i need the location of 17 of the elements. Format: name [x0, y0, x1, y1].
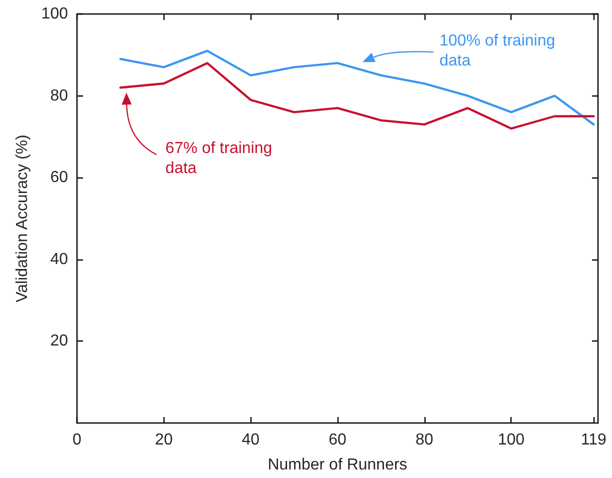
line-series	[119, 50, 595, 126]
x-tick-label: 0	[72, 432, 82, 448]
y-tick-label: 20	[50, 332, 68, 350]
x-tick-label: 100	[498, 432, 525, 448]
x-axis-title: Number of Runners	[268, 456, 408, 474]
y-tick-label: 100	[41, 6, 68, 22]
x-tick-label: 80	[415, 432, 434, 448]
y-tick-label: 60	[50, 169, 68, 186]
annotation: 100% of training data	[440, 32, 560, 70]
y-tick-label: 40	[50, 250, 68, 268]
annotation: 67% of training data	[165, 140, 277, 178]
y-axis-title: Validation Accuracy (%)	[14, 134, 31, 302]
x-tick-label: 40	[242, 432, 260, 448]
x-tick-label: 20	[154, 432, 173, 448]
x-tick-label: 119	[580, 432, 607, 448]
y-tick-label: 80	[50, 87, 68, 104]
x-tick-label: 60	[328, 432, 346, 448]
